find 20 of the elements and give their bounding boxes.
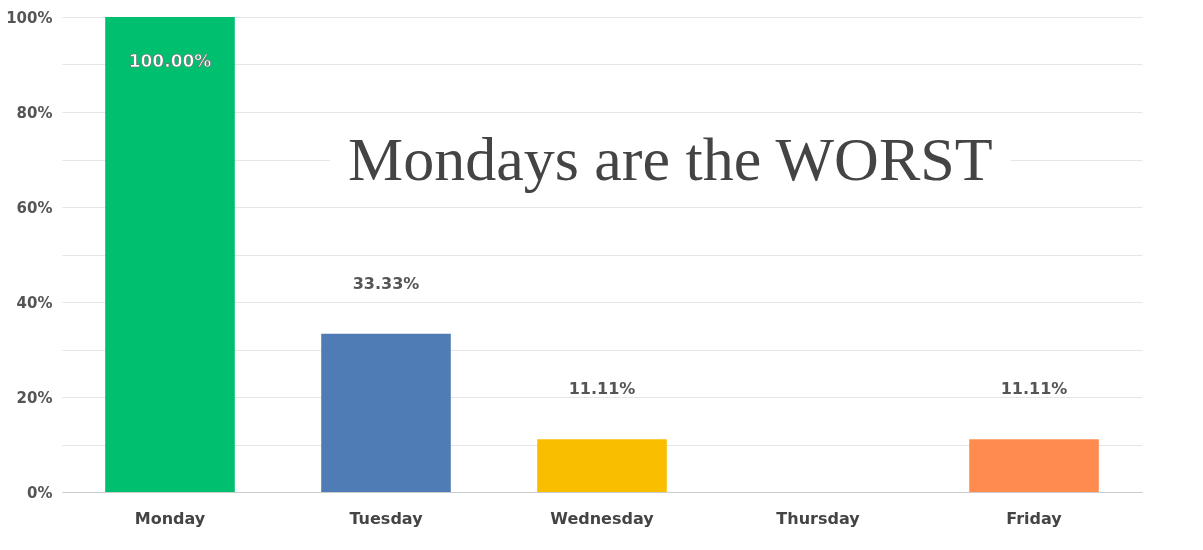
- data-label: 11.11%: [1000, 379, 1068, 399]
- bar: [969, 439, 1099, 492]
- x-tick-label: Thursday: [776, 508, 861, 528]
- y-tick-label: 40%: [16, 293, 53, 312]
- y-tick-label: 60%: [16, 198, 53, 217]
- y-tick-label: 20%: [16, 388, 53, 407]
- annotation: Mondays are the WORST: [330, 120, 1011, 199]
- data-label: 11.11%: [568, 379, 636, 399]
- x-tick-label: Tuesday: [349, 508, 424, 528]
- bar: [105, 17, 235, 492]
- x-tick-label: Friday: [1006, 508, 1063, 528]
- bar: [321, 333, 451, 492]
- y-tick-label: 100%: [6, 8, 53, 27]
- data-label: 33.33%: [352, 273, 420, 293]
- data-label: 100.00%: [128, 51, 212, 71]
- x-tick-label: Monday: [134, 508, 206, 528]
- y-tick-label: 80%: [16, 103, 53, 122]
- bar: [537, 439, 667, 492]
- y-tick-label: 0%: [27, 483, 53, 502]
- x-tick-label: Wednesday: [550, 508, 655, 528]
